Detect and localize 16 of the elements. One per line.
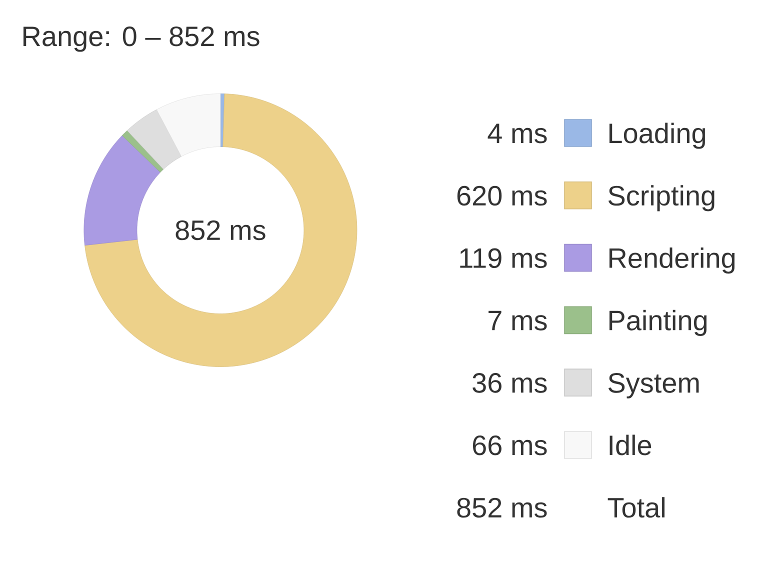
legend-label: Scripting	[608, 185, 714, 212]
legend-label: Loading	[609, 122, 706, 149]
data-label: 7 ms	[488, 310, 547, 330]
chart-title: Range: 0 – 852 ms	[24, 26, 260, 52]
legend-label: Idle	[610, 434, 652, 456]
text: 852 ms	[176, 220, 266, 240]
data-label: 119 ms	[460, 248, 547, 268]
legend-label: Painting	[609, 310, 707, 336]
legend-label: System	[608, 373, 699, 398]
data-label: 620 ms	[457, 186, 547, 206]
data-label: 36 ms	[472, 373, 547, 393]
data-label: 66 ms	[472, 435, 547, 456]
data-label: 4 ms	[488, 124, 547, 144]
text: Total	[608, 497, 664, 518]
legend-label: Rendering	[609, 248, 735, 274]
text: 852 ms	[457, 498, 547, 518]
